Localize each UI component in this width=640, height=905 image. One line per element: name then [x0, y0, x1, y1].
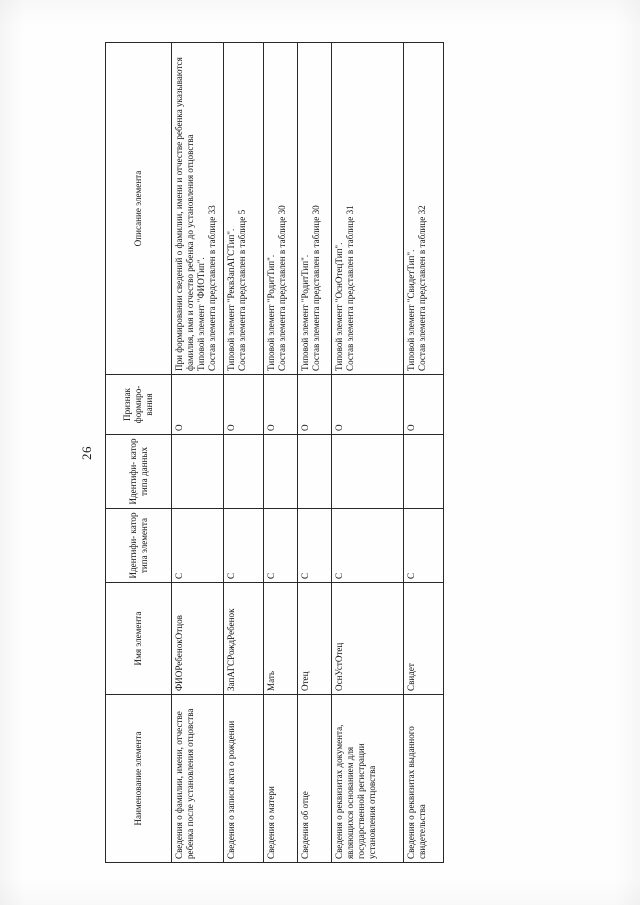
cell-element-title: Сведения о фамилии, имени, отчестве ребе…	[171, 694, 224, 862]
page-number: 26	[79, 445, 94, 460]
column-header-element-type-id: Идентифи- катор типа элемента	[105, 508, 172, 582]
cell-formation-flag: О	[263, 374, 298, 434]
cell-data-type-id	[403, 434, 444, 508]
table-row: Сведения о реквизитах документа, являющи…	[331, 42, 404, 862]
column-header-element-name: Имя элемента	[105, 582, 172, 694]
cell-formation-flag: О	[223, 374, 264, 434]
cell-description: Типовой элемент "ОснОтецТип". Состав эле…	[331, 42, 404, 374]
cell-element-type-id: С	[331, 508, 404, 582]
cell-description: Типовой элемент "РодитТип". Состав элеме…	[297, 42, 332, 374]
cell-element-type-id: С	[297, 508, 332, 582]
cell-element-name: Свидет	[403, 582, 444, 694]
cell-element-title: Сведения о записи акта о рождении	[223, 694, 264, 862]
table-row: Сведения об отце Отец С О Типовой элемен…	[297, 42, 332, 862]
cell-data-type-id	[297, 434, 332, 508]
table-row: Сведения о реквизитах выданного свидетел…	[403, 42, 444, 862]
cell-formation-flag: О	[297, 374, 332, 434]
cell-text: О	[406, 423, 416, 431]
element-specification-table: Наименование элемента Имя элемента Идент…	[105, 42, 444, 863]
column-header-description: Описание элемента	[105, 42, 172, 374]
cell-element-name: ФИОРебенокОтцов	[171, 582, 224, 694]
cell-text: Сведения о фамилии, имени, отчестве ребе…	[174, 708, 196, 859]
cell-text: Типовой элемент "СвидетТип". Состав элем…	[406, 204, 428, 371]
cell-element-type-id: С	[263, 508, 298, 582]
table-row: Сведения о матери Мать С О Типовой элеме…	[263, 42, 298, 862]
cell-text: ЗапАГСРождРебенок	[226, 607, 236, 691]
cell-text: Типовой элемент "ОснОтецТип". Состав эле…	[334, 204, 356, 371]
cell-description: При формировании сведений о фамилии, име…	[171, 42, 224, 374]
cell-text: О	[300, 423, 310, 431]
table-row: Сведения о фамилии, имени, отчестве ребе…	[171, 42, 224, 862]
cell-text: Типовой элемент "РодитТип". Состав элеме…	[266, 204, 288, 371]
column-header-name: Наименование элемента	[105, 694, 172, 862]
column-header-data-type-id: Идентифи- катор типа данных	[105, 434, 172, 508]
cell-element-title: Сведения о реквизитах документа, являющи…	[331, 694, 404, 862]
cell-description: Типовой элемент "РеквЗапАГСТип". Состав …	[223, 42, 264, 374]
cell-element-type-id: С	[403, 508, 444, 582]
cell-text: Сведения об отце	[300, 790, 310, 859]
cell-text: О	[174, 423, 184, 431]
cell-text: О	[266, 423, 276, 431]
cell-text: ФИОРебенокОтцов	[174, 614, 184, 691]
cell-element-name: ОснУстОтец	[331, 582, 404, 694]
cell-text: Типовой элемент "РодитТип". Состав элеме…	[300, 204, 322, 371]
table-header: Наименование элемента Имя элемента Идент…	[105, 42, 172, 862]
cell-element-name: Мать	[263, 582, 298, 694]
cell-text: С	[406, 572, 416, 579]
cell-text: Сведения о реквизитах выданного свидетел…	[406, 725, 428, 859]
cell-text: При формировании сведений о фамилии, име…	[174, 56, 218, 371]
rotated-landscape-content: 26 Наименование элемента Имя элемента Ид…	[79, 42, 535, 863]
cell-element-type-id: С	[171, 508, 224, 582]
column-header-formation-flag: Признак формиро- вания	[105, 374, 172, 434]
table-row: Сведения о записи акта о рождении ЗапАГС…	[223, 42, 264, 862]
cell-element-type-id: С	[223, 508, 264, 582]
cell-text: Мать	[266, 670, 276, 691]
cell-text: Сведения о записи акта о рождении	[226, 720, 236, 859]
cell-data-type-id	[223, 434, 264, 508]
cell-description: Типовой элемент "РодитТип". Состав элеме…	[263, 42, 298, 374]
cell-text: Типовой элемент "РеквЗапАГСТип". Состав …	[226, 209, 248, 371]
cell-formation-flag: О	[331, 374, 404, 434]
table-body: Сведения о фамилии, имени, отчестве ребе…	[171, 42, 444, 862]
cell-element-title: Сведения о матери	[263, 694, 298, 862]
cell-text: С	[226, 572, 236, 579]
cell-element-title: Сведения об отце	[297, 694, 332, 862]
cell-text: С	[334, 572, 344, 579]
cell-element-name: ЗапАГСРождРебенок	[223, 582, 264, 694]
cell-text: Отец	[300, 671, 310, 691]
cell-text: О	[226, 423, 236, 431]
cell-text: ОснУстОтец	[334, 642, 344, 691]
cell-formation-flag: О	[403, 374, 444, 434]
cell-data-type-id	[331, 434, 404, 508]
cell-formation-flag: О	[171, 374, 224, 434]
cell-element-title: Сведения о реквизитах выданного свидетел…	[403, 694, 444, 862]
cell-text: О	[334, 423, 344, 431]
cell-data-type-id	[263, 434, 298, 508]
cell-description: Типовой элемент "СвидетТип". Состав элем…	[403, 42, 444, 374]
table-header-row: Наименование элемента Имя элемента Идент…	[105, 42, 172, 862]
cell-data-type-id	[171, 434, 224, 508]
cell-text: С	[174, 572, 184, 579]
cell-element-name: Отец	[297, 582, 332, 694]
cell-text: Свидет	[406, 662, 416, 691]
cell-text: С	[266, 572, 276, 579]
cell-text: Сведения о реквизитах документа, являющи…	[334, 724, 378, 859]
cell-text: С	[300, 572, 310, 579]
cell-text: Сведения о матери	[266, 785, 276, 859]
